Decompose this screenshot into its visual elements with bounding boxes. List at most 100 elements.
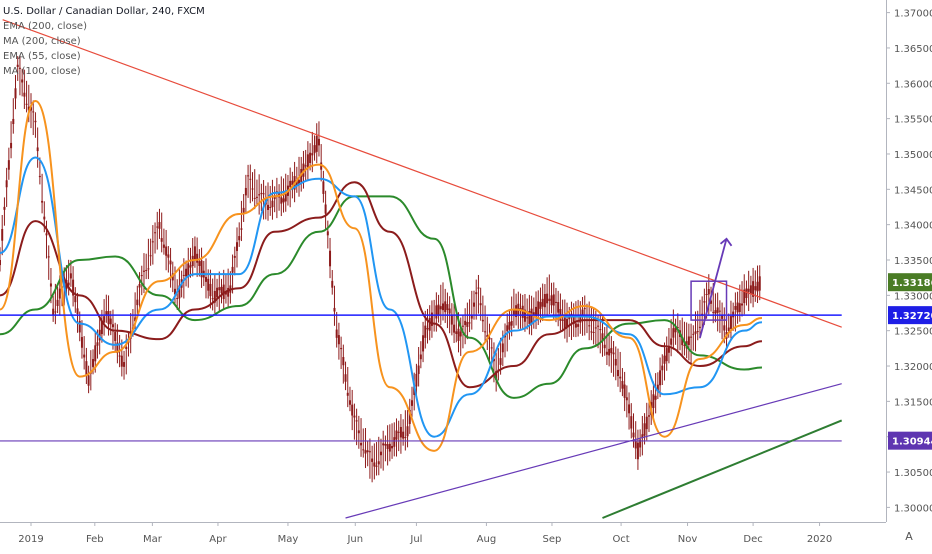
purple-trendline[interactable]: [345, 383, 842, 519]
candle-body: [251, 188, 254, 190]
candle-body: [446, 304, 449, 311]
candle-body: [98, 329, 101, 341]
candle-body: [80, 337, 83, 348]
candle-body: [193, 246, 196, 260]
candle-body: [641, 434, 644, 439]
purple-forecast[interactable]: [699, 238, 728, 338]
candle-body: [267, 204, 270, 210]
candle-body: [85, 361, 88, 375]
legend-ma200[interactable]: MA (200, close): [3, 36, 81, 47]
candle-body: [716, 307, 719, 313]
candle-body: [342, 357, 345, 366]
candle-body: [572, 317, 575, 324]
candle-body: [351, 404, 354, 416]
candle-body: [147, 268, 150, 270]
candle-body: [306, 154, 309, 169]
candle-body: [510, 321, 513, 326]
candle-body: [448, 308, 451, 314]
legend-ema200[interactable]: EMA (200, close): [3, 21, 87, 32]
candle-body: [149, 255, 152, 257]
candle-body: [541, 298, 544, 307]
candle-body: [437, 304, 440, 316]
candle-body: [371, 458, 374, 462]
series-ema55-line[interactable]: [0, 156, 763, 438]
candle-body: [185, 268, 188, 277]
candle-body: [535, 306, 538, 317]
candle-body: [561, 319, 564, 321]
candle-body: [116, 342, 119, 354]
candle-body: [362, 449, 365, 451]
candle-body: [364, 450, 367, 454]
candle-body: [5, 180, 8, 188]
candle-body: [408, 409, 411, 424]
candle-body: [495, 370, 498, 381]
candle-body: [477, 287, 480, 289]
candle-body: [45, 233, 48, 236]
candle-body: [435, 305, 438, 319]
x-tick-label: Sep: [543, 534, 562, 545]
candle-body: [7, 160, 10, 170]
green-trendline[interactable]: [602, 419, 843, 519]
candle-body: [304, 165, 307, 167]
candle-body: [298, 180, 301, 185]
candle-body: [397, 431, 400, 433]
legend-ema55[interactable]: EMA (55, close): [3, 51, 81, 62]
candle-body: [574, 323, 577, 328]
candle-body: [741, 303, 744, 306]
candle-body: [311, 153, 314, 156]
candle-body: [479, 303, 482, 306]
candle-body: [566, 318, 569, 327]
candle-body: [196, 253, 199, 263]
candle-body: [348, 400, 351, 405]
candle-body: [557, 302, 560, 313]
candle-body: [373, 462, 376, 467]
candle-body: [399, 426, 402, 438]
candle-body: [240, 228, 243, 230]
consolidation-box[interactable]: [690, 280, 728, 321]
x-tick-label: 2019: [18, 534, 43, 545]
candle-body: [590, 331, 593, 333]
candle-body: [630, 416, 633, 429]
candle-body: [333, 307, 336, 312]
candle-body: [326, 231, 329, 236]
candle-body: [612, 352, 615, 355]
candle-body: [368, 451, 371, 453]
forecast-arrow-head: [719, 237, 733, 247]
candle-body: [138, 284, 141, 288]
y-tick-label: 1.32000: [894, 362, 932, 373]
candle-body: [581, 309, 584, 315]
y-tick-label: 1.36500: [894, 44, 932, 55]
candle-body: [87, 375, 90, 386]
candle-body: [674, 327, 677, 333]
candle-body: [78, 320, 81, 333]
candle-body: [603, 344, 606, 349]
candle-body: [162, 244, 165, 248]
candle-body: [158, 222, 161, 229]
candle-body: [275, 191, 278, 193]
candle-body: [554, 301, 557, 303]
candle-body: [14, 88, 17, 99]
series-ema200-line[interactable]: [0, 195, 762, 399]
series-ma200-line[interactable]: [0, 181, 763, 389]
chart-legend: U.S. Dollar / Canadian Dollar, 240, FXCM…: [3, 4, 205, 79]
candle-body: [455, 331, 458, 335]
red-trendline[interactable]: [2, 19, 842, 328]
series-ma100-line[interactable]: [0, 99, 763, 452]
candle-body: [100, 320, 103, 335]
candle-body: [747, 288, 750, 292]
candle-body: [453, 324, 456, 333]
candle-body: [320, 162, 323, 170]
legend-ma100[interactable]: MA (100, close): [3, 66, 81, 77]
candle-body: [508, 322, 511, 330]
y-tick-label: 1.34000: [894, 221, 932, 232]
candle-body: [211, 298, 214, 300]
candle-body: [415, 373, 418, 387]
auto-scale-button[interactable]: A: [905, 530, 913, 543]
candle-body: [729, 316, 732, 329]
candle-body: [530, 308, 533, 325]
candle-body: [271, 200, 274, 208]
candle-body: [419, 354, 422, 360]
